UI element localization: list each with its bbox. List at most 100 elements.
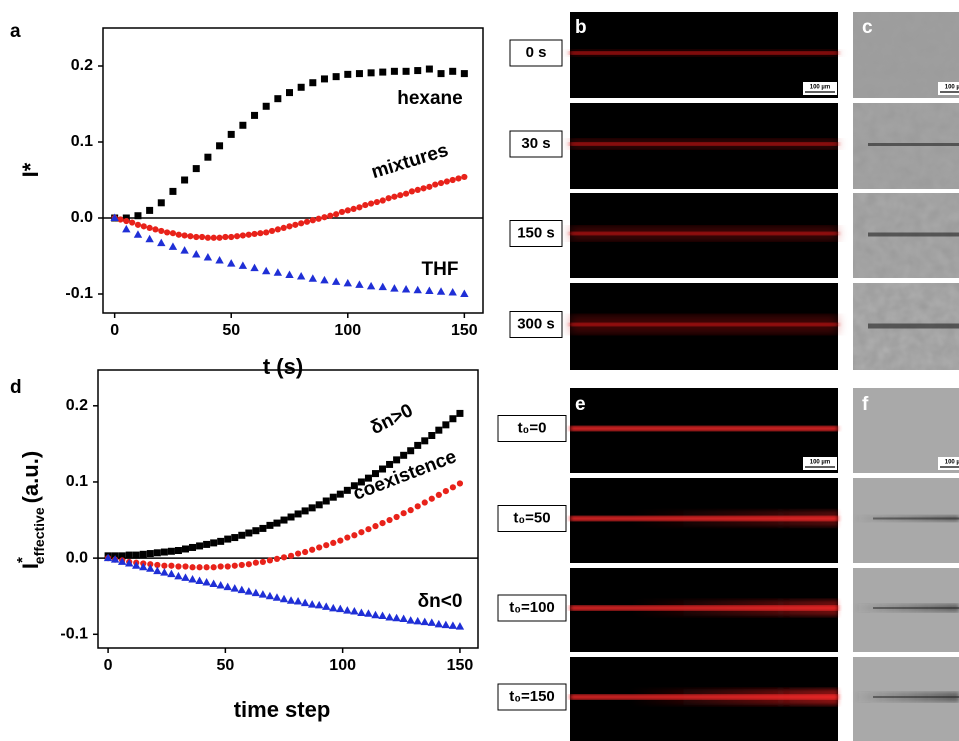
point [316,544,323,551]
scale-bar-label: 100 µm [945,460,959,466]
point [123,217,130,225]
point [196,564,203,571]
point [175,231,182,238]
point [401,284,411,293]
point [222,233,229,241]
point [134,221,142,228]
point [425,65,433,73]
point [129,219,136,226]
point [139,550,147,558]
point [443,178,450,185]
y-axis-label-part: effective [31,507,47,564]
point [257,230,264,237]
point [378,611,387,620]
point [160,548,168,556]
point [343,278,352,287]
point [371,610,380,619]
panel-label: e [575,394,586,415]
point [231,562,238,569]
point [460,70,468,78]
point [238,561,245,569]
point [320,275,329,284]
panel-label: f [862,394,869,415]
point [217,537,225,545]
x-tick-label: 0 [104,657,113,674]
panel-label: d [10,377,22,398]
point [168,242,178,250]
point [274,226,281,233]
time-label-box [509,220,563,247]
point [181,232,188,239]
point [164,229,171,236]
point [413,285,422,294]
point [110,213,119,221]
point [414,67,422,75]
image-c-line [868,232,959,237]
point [231,534,239,542]
point [224,535,232,543]
point [210,564,217,571]
point [330,539,337,546]
point [300,598,310,607]
point [448,621,458,629]
image-line [570,516,838,521]
point [180,246,189,254]
point [344,534,351,541]
plot-frame [102,27,484,314]
point [428,432,436,440]
point [437,179,445,187]
point [181,176,189,184]
time-label: t₀=0 [518,419,547,436]
annotation: mixtures [369,140,451,183]
point [297,83,305,91]
point [386,516,393,524]
point [351,532,358,539]
y-tick-label: 0.2 [66,397,88,414]
point [292,221,299,228]
point [259,558,267,566]
image-line [570,51,838,55]
y-tick-label: -0.1 [60,626,88,643]
point [356,204,363,211]
point [188,574,197,583]
point [147,561,154,568]
point [169,230,177,237]
point [407,447,415,455]
point [262,102,270,110]
y-axis-label: I*effective (a.u.) [14,451,46,569]
point [228,233,235,241]
point [432,181,439,188]
point [456,480,464,487]
point [167,547,175,555]
image-line [570,142,838,146]
point [286,89,294,97]
point [350,482,358,490]
time-label: 300 s [517,315,555,332]
annotation: hexane [397,88,462,109]
point [189,564,196,571]
point [441,620,451,629]
point [265,591,275,600]
point [333,211,340,218]
point [385,195,392,202]
point [146,550,154,558]
point [436,287,446,295]
point [425,286,434,294]
point [378,282,387,291]
point [152,226,159,233]
time-label-box [497,415,567,442]
point [224,563,231,570]
point [174,571,183,580]
point [379,519,386,527]
point [373,198,381,206]
point [203,253,213,261]
point [280,554,288,561]
point [175,563,182,570]
point [287,552,295,559]
point [158,227,165,235]
y-tick-label: 0.1 [71,133,93,150]
point [167,569,176,578]
point [386,460,394,468]
y-tick-label: 0.0 [71,209,93,226]
